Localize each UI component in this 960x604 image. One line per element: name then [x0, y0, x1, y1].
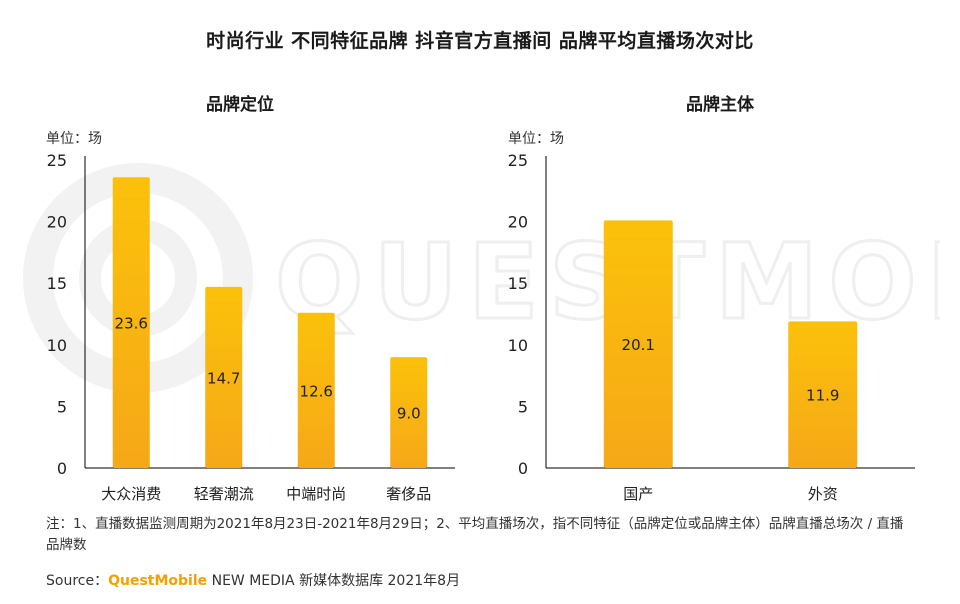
bar-value-label: 9.0 — [397, 405, 421, 423]
x-tick-label: 国产 — [623, 485, 653, 503]
y-tick-label: 15 — [47, 274, 67, 293]
y-tick-label: 10 — [47, 336, 67, 355]
bar-value-label: 23.6 — [115, 315, 148, 333]
y-tick-label: 20 — [508, 213, 528, 232]
source-label: Source： — [46, 573, 109, 589]
y-tick-label: 5 — [518, 397, 528, 416]
bar — [788, 321, 858, 468]
x-tick-label: 大众消费 — [101, 485, 161, 503]
y-tick-label: 20 — [47, 213, 67, 232]
bar-value-label: 14.7 — [207, 369, 240, 387]
y-tick-label: 15 — [508, 274, 528, 293]
bar — [297, 312, 335, 468]
x-tick-label: 轻奢潮流 — [194, 485, 254, 503]
source-brand: QuestMobile — [108, 573, 208, 589]
bar-value-label: 12.6 — [300, 382, 333, 400]
y-tick-label: 0 — [518, 459, 528, 478]
right-bar-chart: 0 5 10 15 20 25 20.1 国产 11.9 外资 — [508, 151, 915, 503]
y-tick-label: 10 — [508, 336, 528, 355]
y-tick-label: 0 — [57, 459, 67, 478]
x-tick-label: 奢侈品 — [386, 485, 431, 503]
left-bar-chart: 0 5 10 15 20 25 23.6 大众消费 14.7 轻奢潮流 12.6 中端时尚 9.0 奢侈品 — [47, 151, 455, 503]
bar-value-label: 20.1 — [622, 336, 655, 354]
bar — [603, 220, 673, 468]
chart-title: 时尚行业 不同特征品牌 抖音官方直播间 品牌平均直播场次对比 — [206, 30, 754, 52]
source-text: NEW MEDIA 新媒体数据库 2021年8月 — [207, 573, 461, 589]
x-tick-label: 中端时尚 — [286, 485, 346, 503]
source-line: Source：QuestMobile NEW MEDIA 新媒体数据库 2021… — [46, 570, 460, 590]
bar — [205, 286, 243, 468]
bar — [112, 177, 150, 469]
left-unit-label: 单位：场 — [46, 131, 102, 147]
y-tick-label: 25 — [508, 151, 528, 170]
y-tick-label: 25 — [47, 151, 67, 170]
bar — [390, 357, 428, 468]
left-chart-title: 品牌定位 — [206, 95, 274, 115]
bar-value-label: 11.9 — [806, 387, 839, 405]
x-tick-label: 外资 — [808, 485, 838, 503]
right-chart-title: 品牌主体 — [686, 95, 754, 115]
footnote: 注：1、直播数据监测周期为2021年8月23日-2021年8月29日；2、平均直… — [46, 516, 904, 553]
y-tick-label: 5 — [57, 397, 67, 416]
right-unit-label: 单位：场 — [508, 131, 564, 147]
